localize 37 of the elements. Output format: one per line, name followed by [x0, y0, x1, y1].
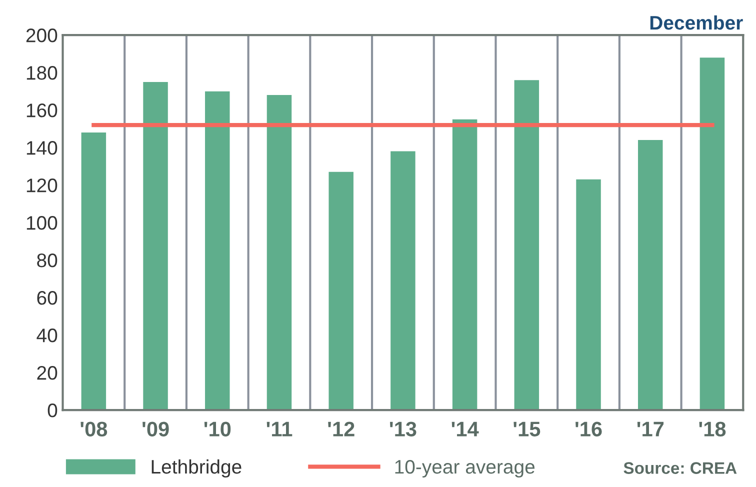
source-note: Source: CREA [624, 462, 737, 474]
bar [700, 58, 725, 410]
x-tick-label: '08 [80, 422, 108, 436]
bar [81, 132, 106, 410]
x-tick-label: '10 [204, 422, 231, 436]
bar [328, 172, 354, 410]
x-tick-label: '11 [266, 422, 292, 436]
x-tick-label: '14 [452, 422, 479, 436]
x-tick-label: '18 [699, 422, 726, 436]
y-tick-label: 60 [37, 291, 58, 305]
bar [576, 179, 601, 410]
y-tick-label: 80 [37, 254, 58, 268]
bar [638, 140, 663, 410]
y-tick-label: 180 [26, 66, 58, 80]
bar [266, 95, 292, 410]
y-tick-label: 200 [26, 28, 58, 42]
y-tick-label: 40 [36, 328, 58, 342]
y-tick-label: 100 [26, 216, 58, 230]
x-tick-label: '09 [142, 422, 169, 436]
y-tick-label: 20 [37, 366, 58, 380]
x-tick-label: '13 [390, 422, 416, 436]
legend-label: 10-year average [395, 460, 535, 478]
y-tick-label: 160 [26, 104, 58, 118]
x-tick-label: '12 [328, 422, 354, 436]
y-tick-label: 120 [26, 178, 58, 192]
bar [143, 82, 168, 410]
bar [390, 151, 416, 410]
x-tick-label: '16 [576, 422, 602, 436]
chart-title: December [650, 15, 743, 30]
bar [205, 91, 230, 410]
y-tick-label: 140 [26, 141, 58, 155]
legend-label: Lethbridge [152, 459, 242, 478]
x-tick-label: '15 [514, 422, 540, 436]
x-tick-label: '17 [637, 422, 664, 436]
bar [514, 80, 540, 410]
bar [452, 119, 478, 410]
y-tick-label: 0 [48, 404, 58, 418]
